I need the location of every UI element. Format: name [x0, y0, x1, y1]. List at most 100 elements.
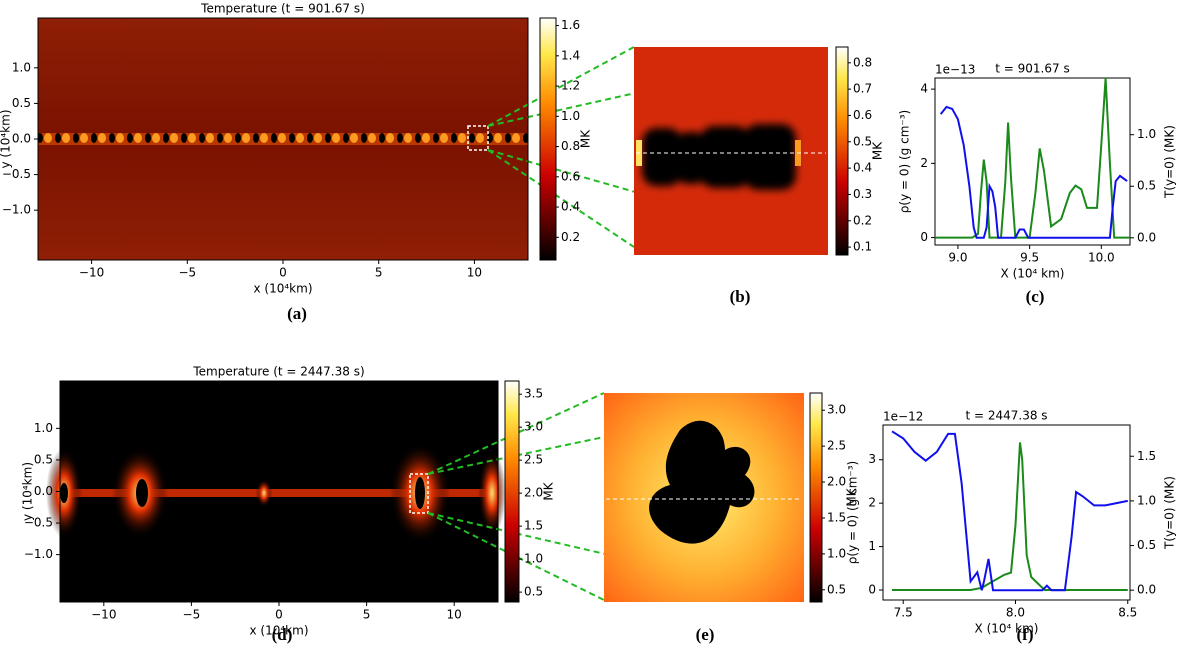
x-tick-label: −5 [178, 266, 196, 280]
y-tick-label: 0.5 [34, 452, 53, 466]
colorbar-tick-label: 0.6 [853, 108, 872, 122]
y-tick-label: 1.0 [12, 60, 31, 74]
y2-tick-label: 0.5 [1137, 179, 1156, 193]
panel-title: Temperature (t = 2447.38 s) [192, 365, 364, 379]
colorbar [504, 380, 520, 603]
colorbar-tick-label: 2.5 [827, 439, 846, 453]
x-tick-label: −5 [183, 608, 201, 622]
colorbar-tick-label: 0.5 [827, 582, 846, 596]
y-tick-label: −1.0 [24, 547, 53, 561]
data-line [892, 442, 1128, 591]
colorbar-tick-label: 1.0 [561, 109, 580, 123]
colorbar-tick-label: 3.0 [827, 403, 846, 417]
zoom-box [467, 125, 489, 151]
colorbar-tick-label: 1.4 [561, 48, 580, 62]
y-tick-label: 2 [868, 496, 876, 510]
panel-title: t = 901.67 s [995, 62, 1069, 76]
y-axis-label: y (10⁴km) [0, 110, 13, 169]
x-tick-label: 0 [275, 608, 283, 622]
y-tick-label: 0.0 [34, 484, 53, 498]
y-tick-label: 2 [920, 156, 928, 170]
heatmap-texture [38, 133, 528, 145]
y-tick-label: 4 [920, 82, 928, 96]
panel-label: (f) [1017, 625, 1034, 644]
colorbar [539, 17, 557, 261]
colorbar-tick-label: 1.2 [561, 79, 580, 93]
x-tick-label: 5 [363, 608, 371, 622]
data-line [935, 77, 1130, 239]
x-tick-label: 0 [279, 266, 287, 280]
heatmap-texture [649, 420, 755, 544]
colorbar-tick-label: 1.0 [524, 552, 543, 566]
x-tick-label: 8.5 [1118, 606, 1137, 620]
x-tick-label: −10 [79, 266, 104, 280]
axes-frame [882, 424, 1131, 601]
y-axis-label: y (10⁴km) [21, 462, 35, 521]
y-axis-label: ρ(y = 0) (g cm⁻³) [846, 461, 860, 564]
colorbar-tick-label: 0.5 [524, 585, 543, 599]
zoom-box [409, 473, 429, 514]
axes-frame [934, 77, 1131, 246]
y2-tick-label: 1.5 [1137, 449, 1156, 463]
y2-tick-label: 1.0 [1137, 127, 1156, 141]
y-tick-label: 0 [868, 583, 876, 597]
colorbar-tick-label: 0.2 [853, 213, 872, 227]
colorbar-tick-label: 2.5 [524, 453, 543, 467]
x-tick-label: 5 [375, 266, 383, 280]
x-axis-label: x (10⁴km) [250, 624, 309, 638]
colorbar-tick-label: 1.5 [827, 510, 846, 524]
colorbar-tick-label: 0.7 [853, 82, 872, 96]
colorbar-tick-label: 0.2 [561, 230, 580, 244]
x-tick-label: 10.0 [1088, 251, 1115, 265]
colorbar-tick-label: 1.5 [524, 519, 543, 533]
panel-label: (a) [287, 304, 307, 323]
colorbar-label: MK [871, 141, 885, 160]
colorbar-tick-label: 0.3 [853, 187, 872, 201]
heatmap-texture [60, 489, 498, 497]
heatmap-texture [642, 124, 796, 190]
y-tick-label: −0.5 [2, 167, 31, 181]
x-axis-label: X (10⁴ km) [975, 622, 1039, 636]
colorbar-label: MK [845, 487, 859, 506]
y2-tick-label: 0.5 [1137, 538, 1156, 552]
y-tick-label: −0.5 [24, 516, 53, 530]
x-tick-label: −10 [91, 608, 116, 622]
colorbar-tick-label: 0.4 [853, 161, 872, 175]
colorbar-tick-label: 0.8 [561, 139, 580, 153]
x-tick-label: 10 [447, 608, 462, 622]
colorbar-tick-label: 0.5 [853, 134, 872, 148]
heatmap-texture [46, 443, 506, 543]
colorbar-tick-label: 1.6 [561, 18, 580, 32]
colorbar-tick-label: 3.5 [524, 387, 543, 401]
panel-label: (e) [696, 625, 715, 644]
y-tick-label: 1.0 [34, 421, 53, 435]
offset-label: 1e−12 [883, 410, 923, 424]
colorbar-tick-label: 2.0 [827, 475, 846, 489]
colorbar-label: MK [542, 481, 556, 500]
colorbar-tick-label: 0.1 [853, 240, 872, 254]
y-tick-label: 0.5 [12, 96, 31, 110]
colorbar [809, 392, 823, 603]
panel-title: t = 2447.38 s [965, 409, 1047, 423]
x-axis-label: x (10⁴km) [254, 282, 313, 296]
colorbar-tick-label: 0.6 [561, 169, 580, 183]
y2-tick-label: 1.0 [1137, 493, 1156, 507]
y2-axis-label: T(y=0) (MK) [1163, 476, 1177, 550]
colorbar-tick-label: 0.4 [561, 200, 580, 214]
y2-tick-label: 0.0 [1137, 583, 1156, 597]
x-axis-label: X (10⁴ km) [1001, 267, 1065, 281]
colorbar [835, 46, 849, 256]
x-tick-label: 10 [467, 266, 482, 280]
data-line [891, 430, 1128, 592]
y2-axis-label: T(y=0) (MK) [1163, 125, 1177, 199]
x-tick-label: 7.5 [894, 606, 913, 620]
offset-label: 1e−13 [935, 63, 975, 77]
y-tick-label: 0.0 [12, 132, 31, 146]
y-tick-label: 0 [920, 230, 928, 244]
x-tick-label: 9.0 [948, 251, 967, 265]
y-tick-label: 1 [868, 539, 876, 553]
y-axis-label: ρ(y = 0) (g cm⁻³) [898, 110, 912, 213]
colorbar-label: MK [579, 129, 593, 148]
y2-tick-label: 0.0 [1137, 230, 1156, 244]
